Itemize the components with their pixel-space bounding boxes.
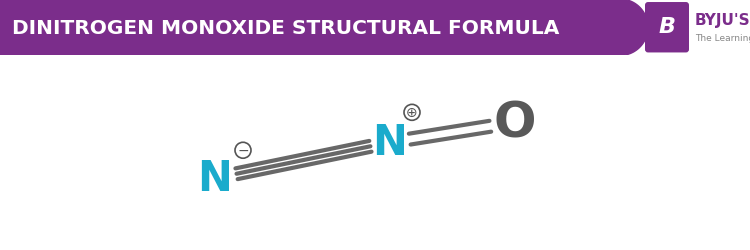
- Text: N: N: [373, 122, 407, 164]
- Text: O: O: [494, 99, 536, 147]
- Text: DINITROGEN MONOXIDE STRUCTURAL FORMULA: DINITROGEN MONOXIDE STRUCTURAL FORMULA: [12, 19, 560, 38]
- Polygon shape: [620, 0, 648, 56]
- Text: B: B: [658, 17, 676, 37]
- Text: N: N: [197, 158, 232, 200]
- Text: BYJU'S: BYJU'S: [695, 12, 750, 28]
- FancyBboxPatch shape: [645, 3, 689, 53]
- Text: −: −: [237, 144, 249, 158]
- Text: The Learning App: The Learning App: [695, 34, 750, 43]
- Text: ⊕: ⊕: [406, 106, 418, 120]
- FancyBboxPatch shape: [0, 0, 620, 56]
